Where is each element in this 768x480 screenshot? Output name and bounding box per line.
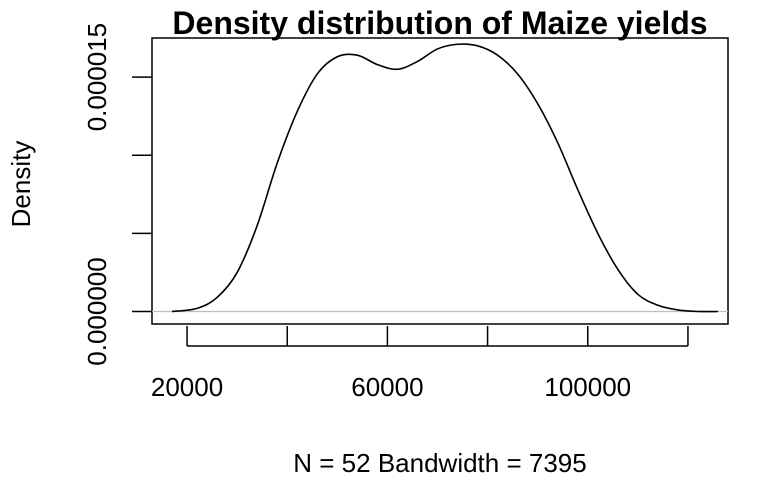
y-tick-label: 0.000000 [82, 257, 112, 365]
x-tick-label: 20000 [151, 372, 223, 402]
y-axis-label: Density [6, 141, 36, 228]
chart-title: Density distribution of Maize yields [172, 5, 707, 41]
curve-layer [171, 43, 718, 313]
x-axis: 20000 60000 100000 [151, 326, 689, 402]
y-tick-label: 0.000015 [82, 23, 112, 131]
density-series-line [171, 43, 718, 313]
plot-frame [151, 37, 729, 325]
x-axis-label: N = 52 Bandwidth = 7395 [293, 448, 586, 478]
x-tick-label: 60000 [351, 372, 423, 402]
y-axis: 0.000000 0.000015 [82, 23, 152, 366]
x-tick-label: 100000 [544, 372, 631, 402]
